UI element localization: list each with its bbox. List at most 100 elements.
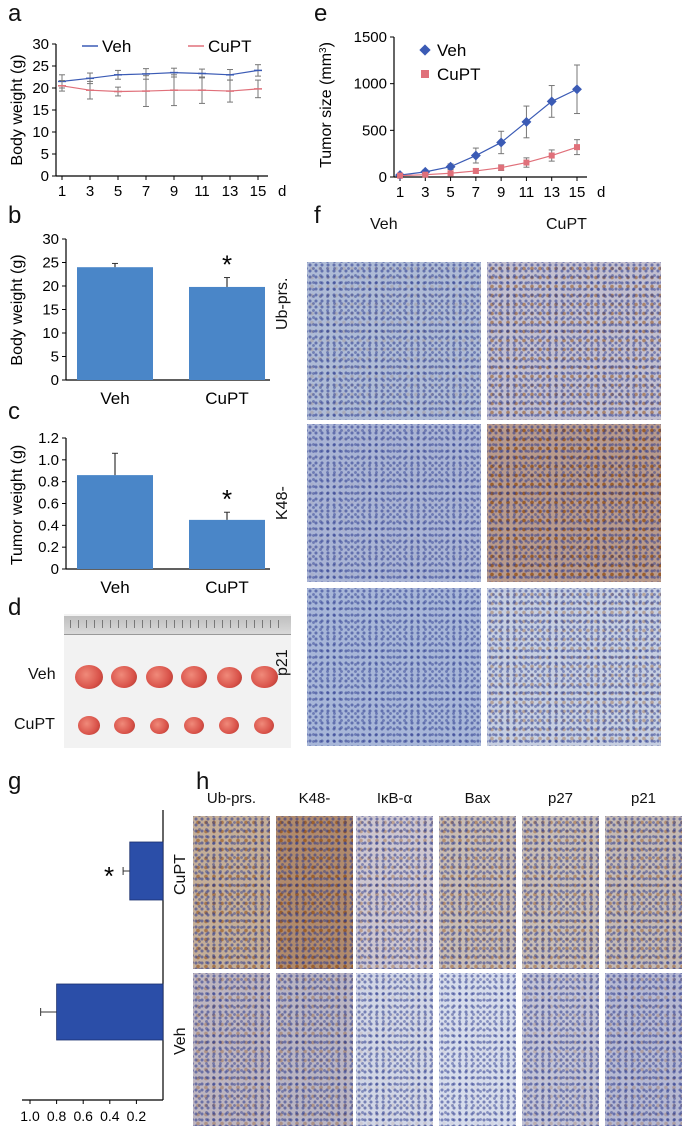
y-tick-label: 0.8 bbox=[38, 474, 59, 491]
ruler bbox=[64, 616, 291, 635]
y-tick-label: 15 bbox=[32, 102, 49, 119]
tumor-sample bbox=[149, 717, 169, 734]
ihc-h-col-label: p21 bbox=[630, 790, 657, 807]
series-line-cupt bbox=[61, 85, 259, 93]
x-tick-label: 1 bbox=[396, 184, 404, 201]
legend-marker bbox=[419, 44, 431, 56]
tumor-sample bbox=[184, 717, 204, 734]
tumor-sample bbox=[145, 665, 173, 689]
tumor-sample bbox=[75, 665, 103, 689]
bar-cupt bbox=[189, 519, 265, 569]
x-unit-label: d bbox=[278, 183, 286, 200]
y-tick-label: 1000 bbox=[354, 76, 387, 93]
ihc-h-col-label: Ub-prs. bbox=[206, 790, 257, 807]
ihc-h-cupt-tile bbox=[276, 816, 353, 969]
tumor-sample bbox=[181, 666, 207, 689]
y-tick-label: 0 bbox=[41, 168, 49, 185]
ihc-h-col-label: Bax bbox=[464, 790, 491, 807]
ihc-h-veh-tile bbox=[522, 973, 599, 1126]
ihc-h-cupt-tile bbox=[605, 816, 682, 969]
chart-tumor-weight-bar: 0 0.2 0.4 0.6 0.8 1.0 1.2 Veh CuPT * Tumor weight … bbox=[9, 430, 270, 597]
ihc-h-cupt-tile bbox=[522, 816, 599, 969]
data-point bbox=[447, 170, 454, 177]
ihc-f-p21-veh bbox=[307, 588, 481, 746]
y-axis-label: Body weight (g) bbox=[9, 254, 26, 365]
ihc-h-veh-tile bbox=[276, 973, 353, 1126]
ihc-h-cupt-tile bbox=[193, 816, 270, 969]
x-tick-label: 7 bbox=[142, 183, 150, 200]
panel-letter-d: d bbox=[8, 594, 22, 621]
panel-letter-e: e bbox=[314, 0, 328, 27]
x-tick-label: 0.8 bbox=[47, 1108, 67, 1124]
y-tick-label: 5 bbox=[51, 349, 59, 366]
y-tick-label: 25 bbox=[32, 58, 49, 75]
x-tick-label: 13 bbox=[222, 183, 239, 200]
ihc-f-col-label-veh: Veh bbox=[370, 216, 398, 233]
ihc-h-col-label: K48- bbox=[298, 790, 331, 807]
data-point bbox=[445, 161, 456, 172]
x-tick-label: 7 bbox=[472, 184, 480, 201]
x-tick-label: 1.0 bbox=[20, 1108, 40, 1124]
ihc-h-row-label-veh: Veh bbox=[172, 1027, 189, 1055]
ihc-f-ubprs-cupt bbox=[487, 262, 661, 420]
data-point bbox=[422, 171, 429, 178]
x-tick-label: 11 bbox=[194, 183, 210, 200]
x-tick-label: 3 bbox=[86, 183, 94, 200]
tumor-photo bbox=[64, 614, 291, 748]
y-tick-label: 20 bbox=[32, 80, 49, 97]
y-tick-label: 500 bbox=[362, 122, 387, 139]
y-axis-label: Tumor weight (g) bbox=[9, 445, 26, 565]
y-tick-label: 30 bbox=[42, 231, 59, 248]
x-tick-label: 3 bbox=[421, 184, 429, 201]
bar-veh bbox=[77, 475, 153, 569]
ihc-f-k48-veh bbox=[307, 424, 481, 582]
chart-tumor-weight-hbar: 1.00.80.60.40.2Tumor weight(g)* bbox=[20, 810, 164, 1124]
y-tick-label: 0 bbox=[51, 561, 59, 578]
y-tick-label: 1500 bbox=[354, 29, 387, 46]
ihc-f-ubprs-veh bbox=[307, 262, 481, 420]
x-tick-label: 9 bbox=[497, 184, 505, 201]
panel-letter-h: h bbox=[196, 768, 210, 795]
ihc-h-veh-tile bbox=[439, 973, 516, 1126]
ihc-h-col-label: p27 bbox=[547, 790, 574, 807]
y-tick-label: 30 bbox=[32, 36, 49, 53]
y-tick-label: 0 bbox=[379, 169, 387, 186]
ihc-h-col-label: IκB-α bbox=[376, 790, 413, 807]
legend-label-veh: Veh bbox=[437, 41, 466, 60]
panel-letter-f: f bbox=[314, 202, 321, 229]
x-tick-label: 1 bbox=[58, 183, 66, 200]
ihc-f-row-label-k48: K48- bbox=[274, 486, 291, 520]
data-point bbox=[523, 159, 530, 166]
y-tick-label: 1.0 bbox=[38, 452, 59, 469]
x-tick-label: 13 bbox=[543, 184, 560, 201]
y-tick-label: 25 bbox=[42, 255, 59, 272]
y-tick-label: 0 bbox=[51, 372, 59, 389]
ihc-h-cupt-tile bbox=[356, 816, 433, 969]
y-tick-label: 10 bbox=[32, 124, 49, 141]
x-tick-label-veh: Veh bbox=[100, 578, 129, 597]
ihc-f-p21-cupt bbox=[487, 588, 661, 746]
ihc-f-k48-cupt bbox=[487, 424, 661, 582]
y-axis-label: Body weight (g) bbox=[9, 54, 26, 165]
y-tick-label: 0.4 bbox=[38, 517, 59, 534]
ihc-h-cupt-tile bbox=[439, 816, 516, 969]
ihc-f-row-label-ubprs: Ub-prs. bbox=[274, 277, 291, 330]
bar-veh bbox=[56, 983, 164, 1041]
x-tick-label: 5 bbox=[446, 184, 454, 201]
x-tick-label: 0.6 bbox=[73, 1108, 93, 1124]
ihc-f-row-label-p21: p21 bbox=[274, 649, 291, 676]
tumor-sample bbox=[216, 666, 242, 688]
data-point bbox=[572, 84, 582, 95]
bar-veh bbox=[77, 267, 153, 380]
significance-marker: * bbox=[222, 250, 232, 280]
data-point bbox=[496, 137, 507, 148]
ihc-h-veh-tile bbox=[356, 973, 433, 1126]
y-tick-label: 20 bbox=[42, 278, 59, 295]
significance-marker: * bbox=[222, 484, 232, 514]
legend-label-cupt: CuPT bbox=[208, 37, 251, 56]
photo-row-label-veh: Veh bbox=[28, 666, 56, 683]
tumor-sample bbox=[113, 716, 135, 735]
series-line-cupt bbox=[399, 146, 578, 177]
